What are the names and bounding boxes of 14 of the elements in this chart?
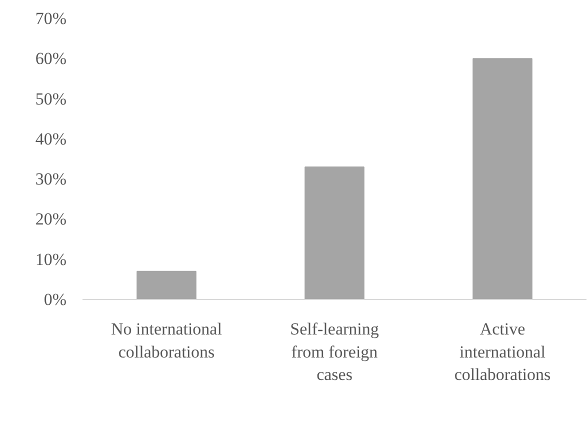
y-tick-label: 30% bbox=[35, 170, 67, 189]
bar bbox=[304, 166, 364, 300]
y-tick-label: 50% bbox=[35, 89, 67, 108]
y-tick-label: 40% bbox=[35, 129, 67, 148]
y-tick-label: 70% bbox=[35, 9, 67, 28]
bar bbox=[136, 270, 196, 300]
x-tick-label: Active international collaborations bbox=[454, 320, 551, 384]
bar bbox=[472, 58, 532, 300]
y-tick-label: 10% bbox=[35, 250, 67, 269]
y-tick-label: 60% bbox=[35, 49, 67, 68]
x-tick-label: No international collaborations bbox=[111, 320, 222, 362]
y-tick-label: 20% bbox=[35, 210, 67, 229]
y-tick-label: 0% bbox=[44, 290, 67, 309]
x-tick-label: Self-learning from foreign cases bbox=[290, 320, 380, 384]
